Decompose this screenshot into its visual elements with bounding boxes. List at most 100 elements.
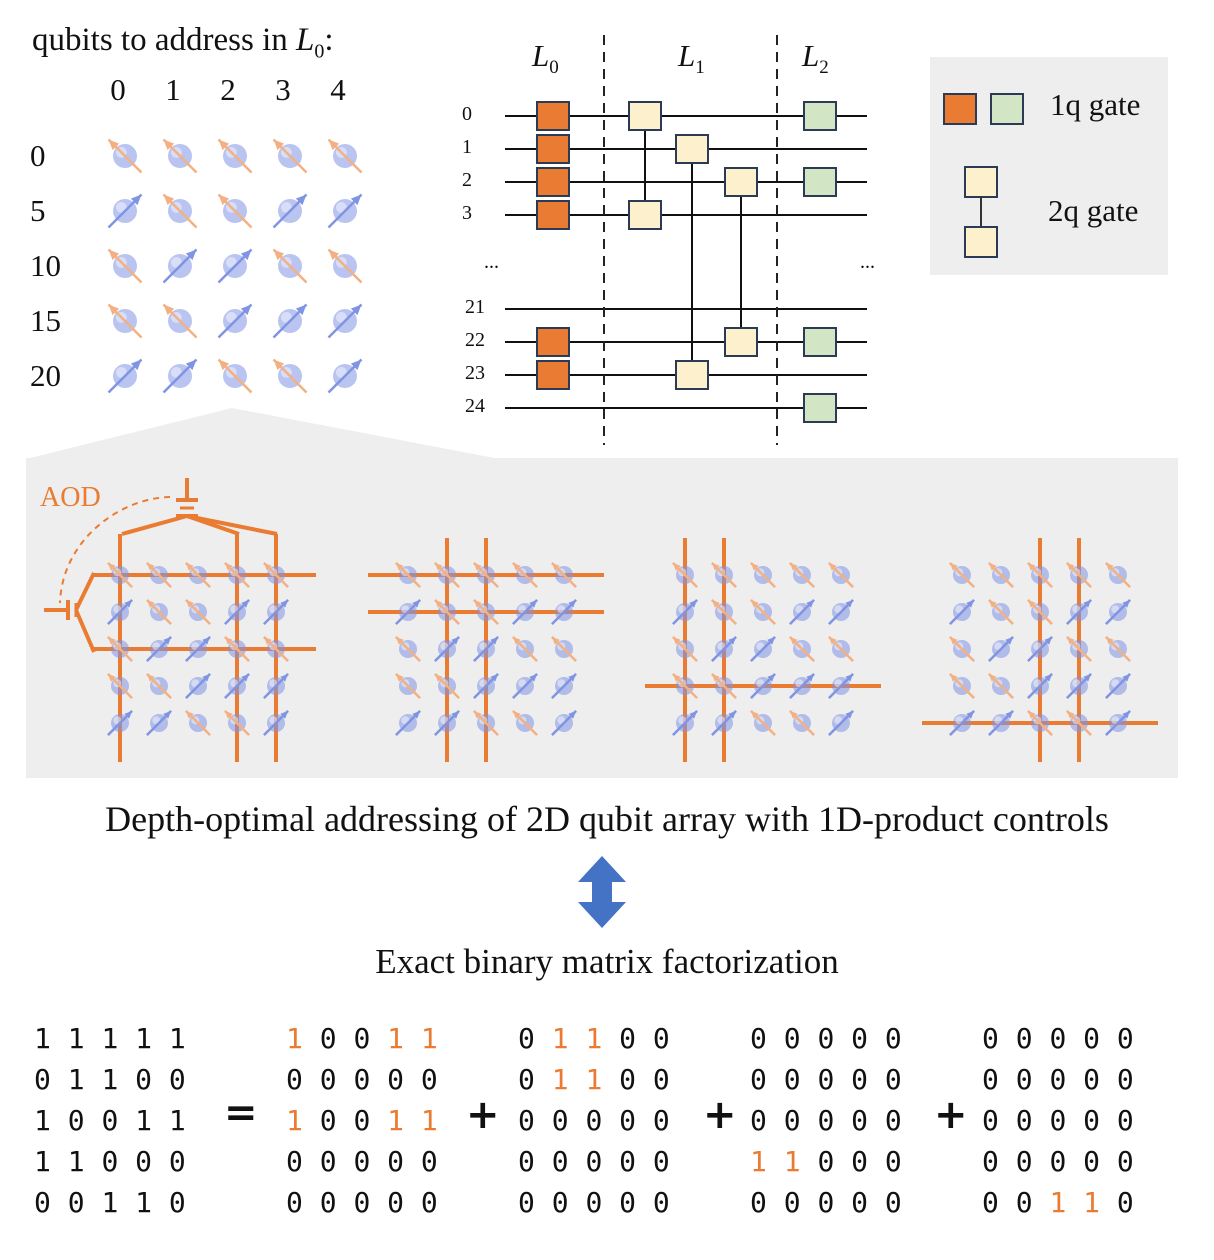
layer-label-l0: L0 <box>532 38 559 79</box>
quantum-circuit: ... ... <box>484 35 875 445</box>
matrix-entry: 0 <box>783 1104 801 1137</box>
matrix-entry: 1 <box>67 1063 85 1096</box>
qubit-spin-down <box>1066 673 1092 699</box>
qubit-spin-up <box>217 193 253 229</box>
matrix-entry: 0 <box>585 1145 603 1178</box>
qubit-spin-up <box>146 562 172 588</box>
matrix-entry: 0 <box>319 1063 337 1096</box>
qubit-spin-down <box>185 673 211 699</box>
matrix-entry: 0 <box>1083 1022 1101 1055</box>
matrix-entry: 1 <box>135 1022 153 1055</box>
matrix-entry: 0 <box>851 1186 869 1219</box>
matrix-entry: 0 <box>982 1063 999 1096</box>
grid-row-header: 10 <box>30 248 61 283</box>
wire-label: 1 <box>462 136 472 158</box>
qubit-spin-up <box>1066 562 1092 588</box>
matrix-entry: 0 <box>286 1186 303 1219</box>
legend-1q-green-swatch <box>990 93 1024 125</box>
qubit-spin-up <box>1066 636 1092 662</box>
matrix-entry: 0 <box>851 1145 869 1178</box>
qubit-spin-up <box>185 710 211 736</box>
qubit-spin-up <box>1027 562 1053 588</box>
matrix-entry: 0 <box>353 1022 371 1055</box>
qubit-spin-down <box>1105 673 1131 699</box>
legend-2q-link <box>980 196 982 226</box>
matrix-row: 0 0 0 0 0 <box>982 1141 1134 1182</box>
matrix-entry: 0 <box>884 1145 902 1178</box>
qubit-spin-down <box>327 358 363 394</box>
matrix-entry: 0 <box>387 1145 405 1178</box>
matrix-entry: 0 <box>353 1145 371 1178</box>
matrix-row: 0 0 0 0 0 <box>750 1100 902 1141</box>
matrix-entry: 0 <box>353 1104 371 1137</box>
matrix-entry: 0 <box>1049 1145 1067 1178</box>
matrix-entry: 0 <box>551 1186 569 1219</box>
qubit-spin-down <box>949 599 975 625</box>
qubit-spin-up <box>949 562 975 588</box>
matrix-entry: 0 <box>1049 1022 1067 1055</box>
gate-1q-l0 <box>536 327 570 357</box>
grid-row-header: 5 <box>30 193 46 228</box>
matrix-entry: 1 <box>34 1022 51 1055</box>
matrix-entry: 0 <box>619 1186 637 1219</box>
qubit-spin-up <box>949 673 975 699</box>
matrix-row: 0 0 0 0 0 <box>982 1059 1134 1100</box>
qubit-spin-up <box>107 248 143 284</box>
qubit-spin-grid <box>107 138 363 394</box>
qubit-spin-down <box>185 636 211 662</box>
qubit-spin-down <box>551 673 577 699</box>
matrix-entry: 0 <box>168 1186 186 1219</box>
matrix-row: 0 1 1 0 0 <box>34 1059 186 1100</box>
matrix-entry: 1 <box>551 1022 569 1055</box>
qubit-spin-down <box>263 673 289 699</box>
matrix-entry: 0 <box>420 1145 438 1178</box>
qubit-spin-up <box>672 636 698 662</box>
matrix-entry: 1 <box>551 1063 569 1096</box>
qubit-spin-up <box>146 673 172 699</box>
matrix-entry: 1 <box>168 1022 186 1055</box>
qubit-spin-down <box>949 710 975 736</box>
gate-1q-l2 <box>803 393 837 423</box>
qubit-spin-up <box>512 562 538 588</box>
qubit-spin-up <box>988 673 1014 699</box>
qubit-spin-up <box>828 562 854 588</box>
aod-device-icon <box>44 478 278 653</box>
gate-2q-l1 <box>724 327 758 357</box>
qubit-spin-down <box>434 636 460 662</box>
qubit-spin-up <box>1027 710 1053 736</box>
matrix-row: 1 0 0 1 1 <box>34 1100 186 1141</box>
qubit-spin-down <box>988 710 1014 736</box>
matrix-row: 0 0 0 0 0 <box>286 1141 438 1182</box>
legend-2q-top-box <box>964 166 998 198</box>
aod-addressing-steps: AOD <box>40 478 1158 762</box>
matrix-entry: 0 <box>1049 1063 1067 1096</box>
qubit-spin-up <box>473 599 499 625</box>
qubit-spin-up <box>107 303 143 339</box>
qubit-spin-down <box>107 599 133 625</box>
matrix-entry: 1 <box>387 1104 405 1137</box>
matrix-entry: 0 <box>817 1104 835 1137</box>
qubit-spin-up <box>1066 710 1092 736</box>
qubit-spin-up <box>162 193 198 229</box>
gate-1q-l0 <box>536 360 570 390</box>
matrix-row: 1 0 0 1 1 <box>286 1018 438 1059</box>
matrix-entry: 0 <box>783 1063 801 1096</box>
layer-label-l1: L1 <box>678 38 705 79</box>
qubit-spin-down <box>672 710 698 736</box>
matrix-entry: 0 <box>353 1063 371 1096</box>
qubit-spin-up <box>434 562 460 588</box>
qubit-spin-down <box>272 303 308 339</box>
wire-label: 24 <box>465 395 485 417</box>
matrix-entry: 0 <box>1015 1022 1033 1055</box>
matrix-entry: 1 <box>387 1022 405 1055</box>
qubit-spin-down <box>395 710 421 736</box>
matrix-entry: 0 <box>67 1104 85 1137</box>
qubit-spin-down <box>1027 673 1053 699</box>
qubit-spin-up <box>395 673 421 699</box>
qubit-spin-up <box>750 599 776 625</box>
matrix-entry: 0 <box>34 1186 51 1219</box>
qubit-spin-down <box>162 248 198 284</box>
matrix-entry: 0 <box>982 1186 999 1219</box>
matrix-entry: 0 <box>652 1104 670 1137</box>
matrix-row: 0 0 0 0 0 <box>750 1018 902 1059</box>
